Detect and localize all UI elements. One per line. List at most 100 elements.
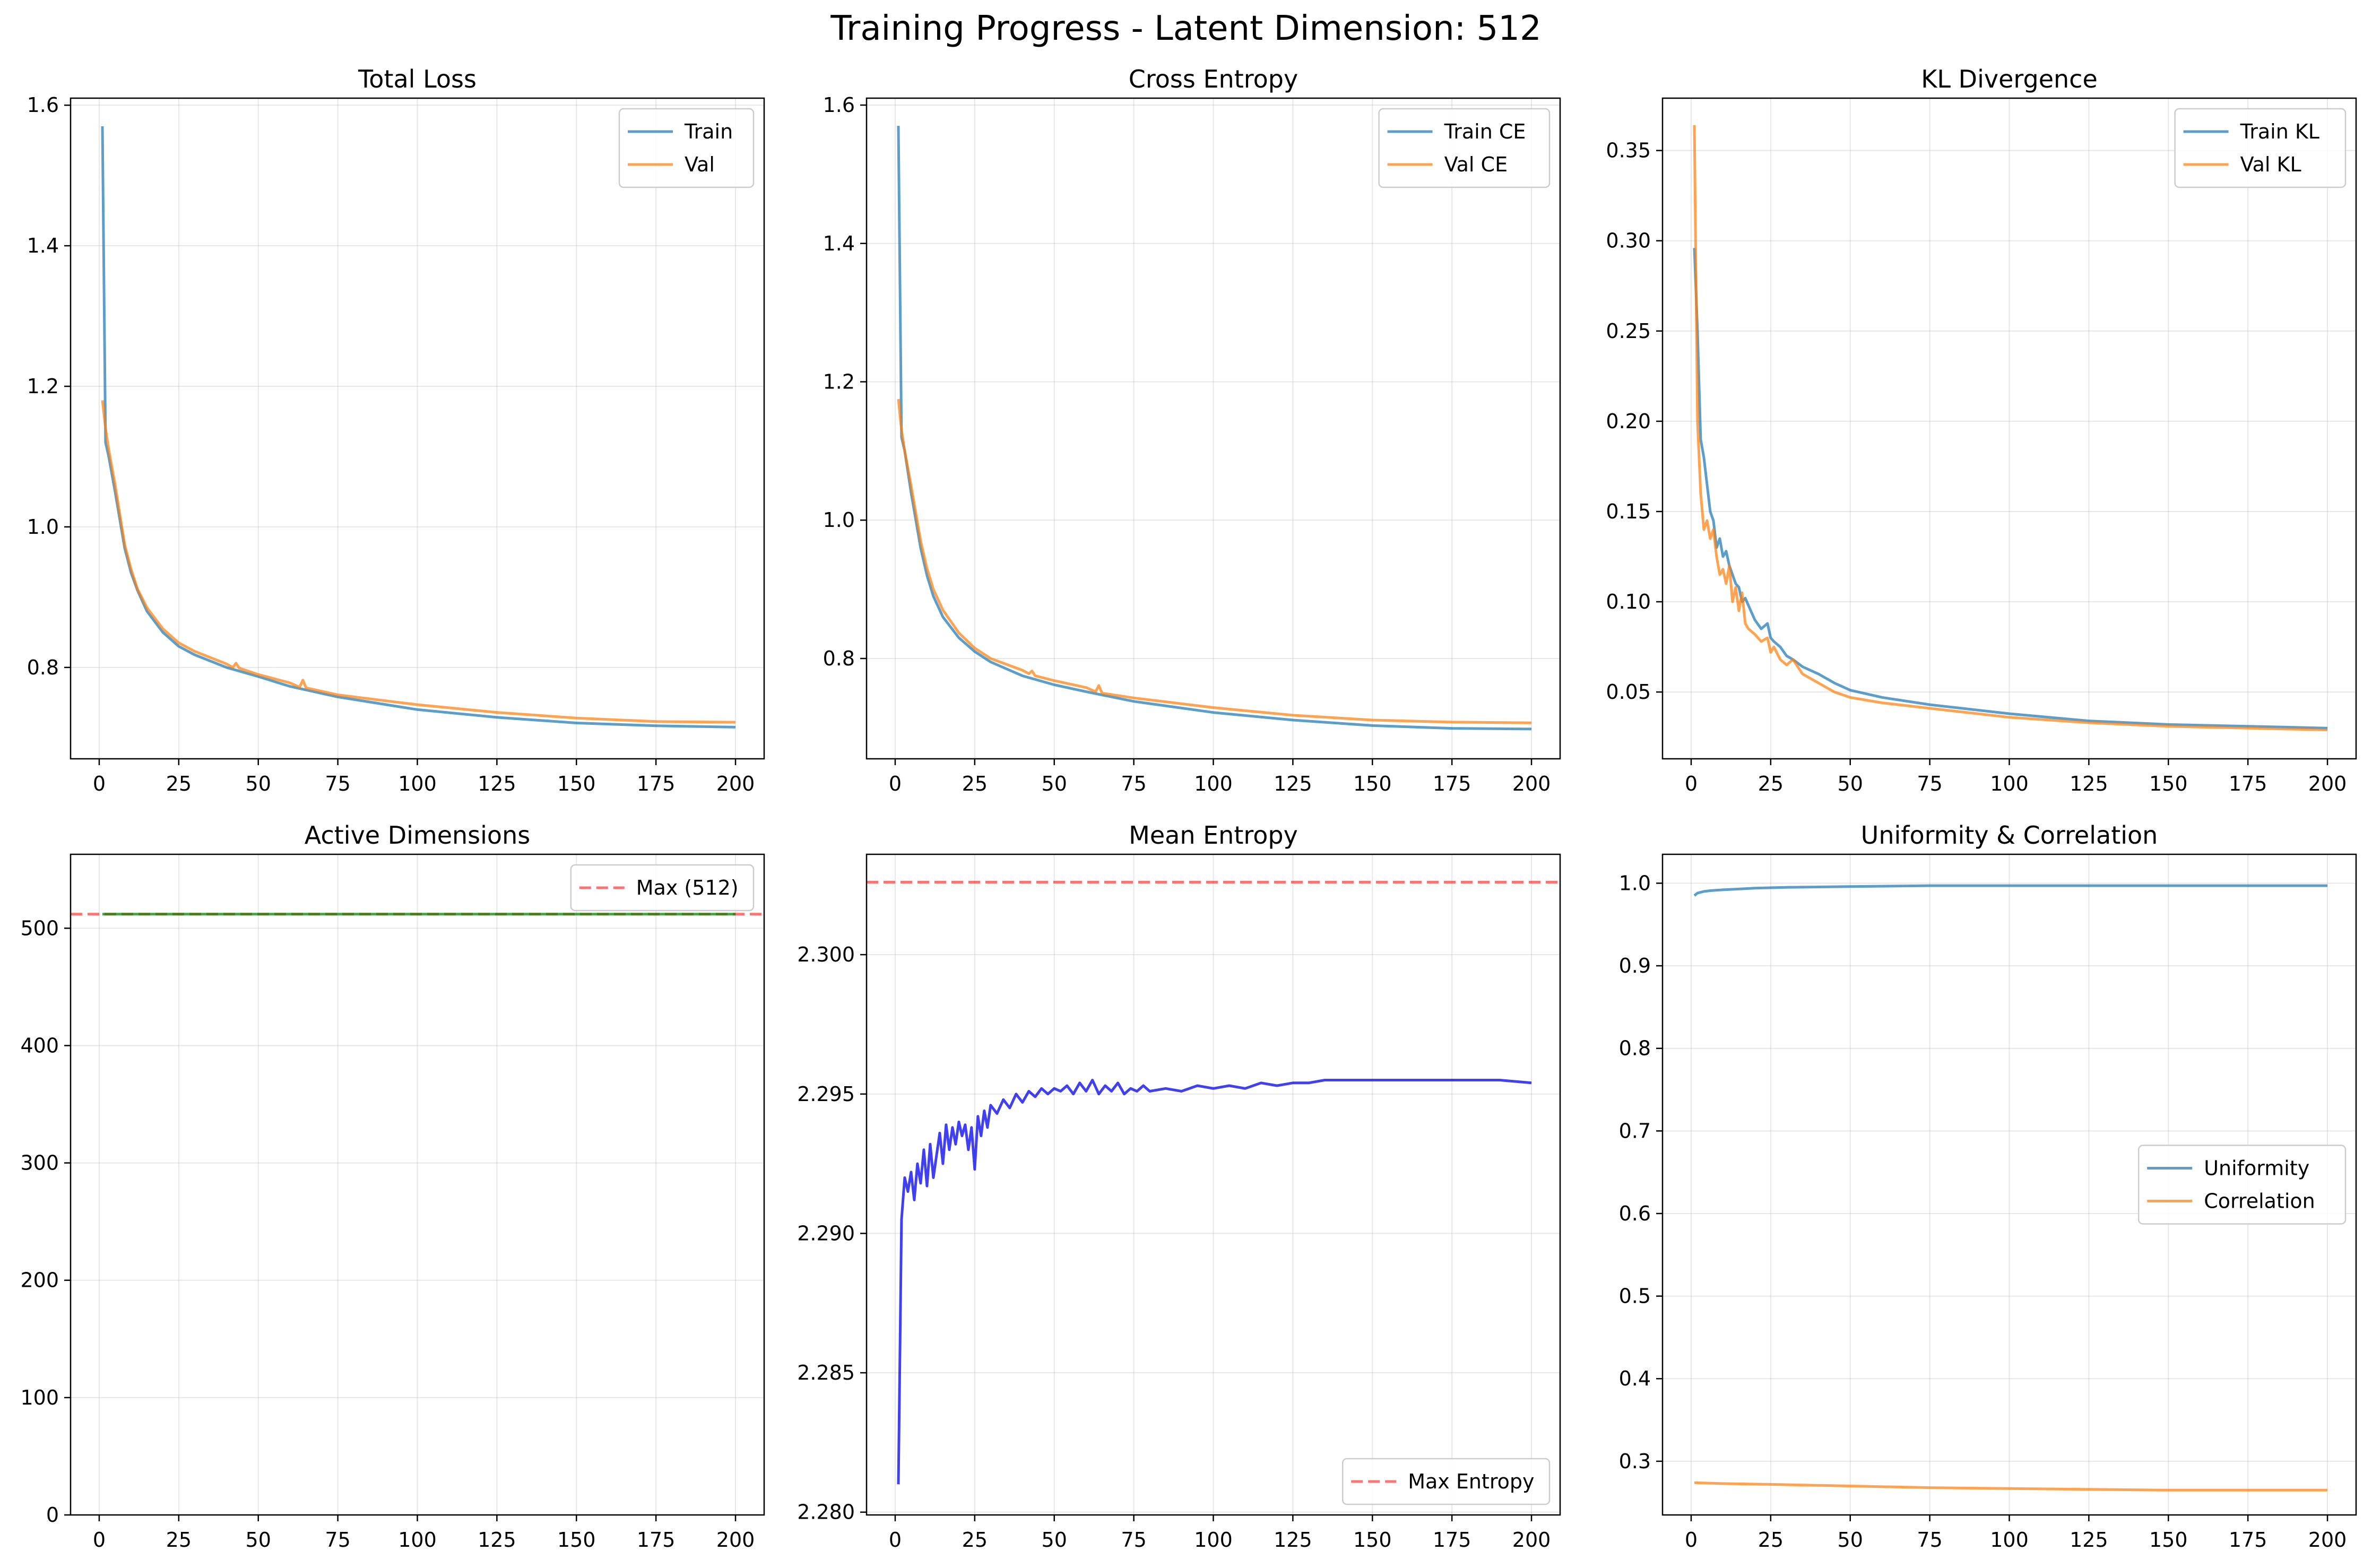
x-tick-label: 0 [93, 1528, 106, 1552]
x-tick-label: 150 [557, 1528, 596, 1552]
x-tick-label: 50 [1042, 772, 1067, 795]
x-tick-label: 200 [716, 772, 755, 795]
legend-label: Uniformity [2204, 1157, 2309, 1180]
series-line-train-kl [1693, 248, 2328, 730]
x-tick-label: 0 [93, 772, 106, 795]
y-tick-label: 0.7 [1619, 1119, 1651, 1142]
x-tick-label: 175 [2229, 772, 2267, 795]
x-tick-label: 100 [1194, 772, 1233, 795]
legend: Uniformity Correlation [2137, 1145, 2347, 1225]
y-tick-label: 400 [20, 1034, 59, 1057]
series-line-uniformity [1693, 884, 2327, 897]
legend-label: Val KL [2240, 153, 2301, 176]
x-tick-label: 100 [1194, 1528, 1233, 1552]
legend-label: Max (512) [636, 876, 739, 899]
y-tick-label: 300 [20, 1151, 59, 1175]
y-tick-label: 2.290 [797, 1222, 855, 1245]
x-tick-label: 150 [557, 772, 596, 795]
x-tick-label: 50 [1838, 772, 1863, 795]
x-tick-label: 100 [1990, 1528, 2029, 1552]
subplot-title: Uniformity & Correlation [1861, 821, 2158, 850]
x-tick-label: 175 [2229, 1528, 2267, 1552]
x-tick-label: 25 [962, 1528, 988, 1552]
x-tick-label: 175 [1433, 1528, 1471, 1552]
x-tick-label: 25 [166, 772, 192, 795]
subplot-title: Total Loss [358, 65, 477, 93]
x-tick-label: 100 [398, 772, 437, 795]
legend-label: Train [684, 120, 733, 143]
figure-title: Training Progress - Latent Dimension: 51… [830, 9, 1541, 48]
y-tick-label: 100 [20, 1386, 59, 1409]
legend: Max Entropy [1341, 1458, 1551, 1505]
x-tick-label: 125 [1274, 772, 1312, 795]
series-line-val-ce [897, 399, 1532, 724]
x-tick-label: 50 [246, 1528, 271, 1552]
y-tick-label: 0.5 [1619, 1285, 1651, 1308]
y-tick-label: 1.2 [823, 370, 855, 394]
x-tick-label: 175 [637, 772, 676, 795]
y-tick-label: 200 [20, 1269, 59, 1292]
x-tick-label: 200 [2308, 772, 2347, 795]
legend-box [2174, 108, 2347, 188]
series-line-val-kl [1693, 125, 2328, 732]
x-tick-label: 25 [166, 1528, 192, 1552]
y-tick-label: 0.20 [1606, 410, 1651, 433]
y-tick-label: 2.295 [797, 1082, 855, 1106]
y-tick-label: 1.0 [1619, 871, 1651, 895]
x-tick-label: 200 [1512, 772, 1551, 795]
plot-area [1693, 884, 2327, 1492]
plot-area [867, 881, 1560, 1485]
subplot-title: KL Divergence [1921, 65, 2098, 93]
x-tick-label: 125 [2070, 1528, 2108, 1552]
legend-box [1378, 108, 1551, 188]
chart-total-loss: 0 25 50 75 100 125 150 175 200 0.8 1.0 1.2 1.4 1.6 Tot… [27, 65, 765, 795]
x-tick-label: 0 [1685, 1528, 1698, 1552]
x-tick-label: 175 [637, 1528, 676, 1552]
y-tick-label: 500 [20, 916, 59, 940]
x-tick-label: 50 [1838, 1528, 1863, 1552]
series-line-correlation [1694, 1481, 2327, 1492]
legend: Train CE Val CE [1378, 108, 1551, 188]
y-tick-label: 0.9 [1619, 954, 1651, 977]
y-tick-label: 0.10 [1606, 590, 1651, 613]
chart-mean-entropy: 0 25 50 75 100 125 150 175 200 2.280 2.285 2.290 2.2… [797, 821, 1561, 1552]
y-tick-label: 1.4 [27, 234, 59, 257]
y-tick-label: 0.6 [1619, 1202, 1651, 1225]
series-line-val [101, 400, 736, 724]
y-tick-label: 2.300 [797, 943, 855, 966]
chart-active-dimensions: 0 25 50 75 100 125 150 175 200 0 100 200 300 400 500 Ac… [20, 821, 765, 1552]
x-tick-label: 175 [1433, 772, 1471, 795]
x-tick-label: 100 [1990, 772, 2029, 795]
x-tick-label: 0 [1685, 772, 1698, 795]
y-tick-label: 0.25 [1606, 319, 1651, 343]
x-tick-label: 25 [1758, 772, 1784, 795]
y-tick-label: 0.3 [1619, 1450, 1651, 1473]
y-tick-label: 1.0 [27, 515, 59, 539]
y-tick-label: 2.280 [797, 1501, 855, 1524]
legend: Max (512) [570, 864, 755, 912]
legend-label: Train KL [2240, 120, 2319, 143]
subplot-title: Mean Entropy [1129, 821, 1298, 850]
y-tick-label: 0.4 [1619, 1367, 1651, 1390]
chart-cross-entropy: 0 25 50 75 100 125 150 175 200 0.8 1.0 1.2 1.4 1.6 Cro… [823, 65, 1561, 795]
y-tick-label: 1.6 [823, 93, 855, 117]
x-tick-label: 50 [246, 772, 271, 795]
plot-area [897, 126, 1532, 731]
x-tick-label: 200 [2308, 1528, 2347, 1552]
y-tick-label: 1.0 [823, 508, 855, 532]
plot-area [1693, 125, 2328, 732]
plot-area [101, 126, 736, 729]
legend: Train KL Val KL [2174, 108, 2347, 188]
x-tick-label: 25 [1758, 1528, 1784, 1552]
x-tick-label: 200 [1512, 1528, 1551, 1552]
legend-label: Train CE [1444, 120, 1526, 143]
y-tick-label: 0.8 [823, 647, 855, 670]
legend-box [570, 864, 755, 912]
y-tick-label: 0.8 [1619, 1037, 1651, 1060]
legend-box [1341, 1458, 1551, 1505]
x-tick-label: 75 [325, 772, 350, 795]
x-tick-label: 200 [716, 1528, 755, 1552]
legend-label: Max Entropy [1408, 1470, 1534, 1493]
y-tick-label: 0.15 [1606, 500, 1651, 523]
